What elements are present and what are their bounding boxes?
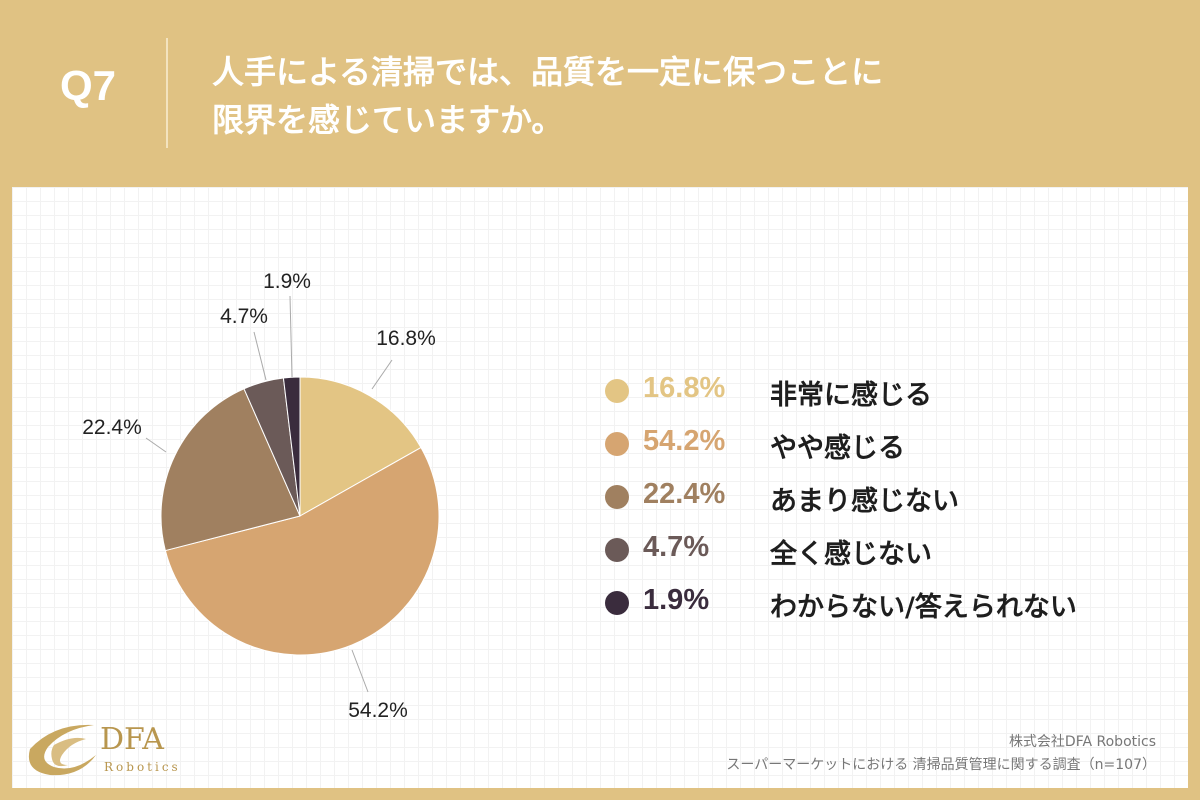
logo-name: DFA: [100, 722, 164, 757]
question-title: 人手による清掃では、品質を一定に保つことに 限界を感じていますか。: [212, 48, 1112, 144]
leader-line-3: [145, 437, 167, 453]
data-label-3: 22.4%: [82, 416, 142, 439]
header: Q7 人手による清掃では、品質を一定に保つことに 限界を感じていますか。: [0, 0, 1200, 187]
data-label-1: 16.8%: [376, 327, 436, 350]
leader-line-1: [371, 359, 393, 390]
logo-subtitle: Robotics: [104, 760, 181, 774]
leader-line-5: [289, 295, 293, 378]
legend-swatch: [605, 591, 629, 615]
question-title-line2: 限界を感じていますか。: [212, 101, 564, 139]
legend-label: あまり感じない: [770, 486, 959, 517]
pie-slice-2: [164, 446, 440, 656]
question-number: Q7: [60, 62, 117, 109]
legend-swatch: [605, 538, 629, 562]
data-label-2: 54.2%: [348, 699, 408, 722]
data-label-5: 1.9%: [263, 270, 311, 293]
legend-label: 全く感じない: [770, 539, 932, 570]
source-survey: スーパーマーケットにおける 清掃品質管理に関する調査（n=107）: [726, 757, 1156, 773]
legend-label: わからない/答えられない: [770, 592, 1077, 623]
dfa-logo-icon: [28, 724, 96, 776]
pie-slice-5: [282, 376, 301, 517]
leader-line-4: [253, 331, 267, 381]
header-divider: [166, 38, 168, 148]
legend-swatch: [605, 432, 629, 456]
data-label-4: 4.7%: [220, 305, 268, 328]
legend-percent: 1.9%: [643, 584, 710, 616]
legend-swatch: [605, 485, 629, 509]
legend-percent: 4.7%: [643, 531, 710, 563]
source-company: 株式会社DFA Robotics: [1008, 734, 1156, 750]
legend-label: 非常に感じる: [770, 380, 932, 411]
pie-slice-3: [160, 388, 301, 552]
legend-percent: 16.8%: [643, 372, 726, 404]
legend-percent: 54.2%: [643, 425, 726, 457]
leader-line-2: [351, 649, 369, 693]
pie-slice-1: [299, 376, 422, 517]
legend-label: やや感じる: [770, 433, 905, 464]
question-title-line1: 人手による清掃では、品質を一定に保つことに: [212, 53, 884, 91]
legend-swatch: [605, 379, 629, 403]
source-note: 株式会社DFA Robotics スーパーマーケットにおける 清掃品質管理に関す…: [726, 731, 1156, 777]
legend-percent: 22.4%: [643, 478, 726, 510]
